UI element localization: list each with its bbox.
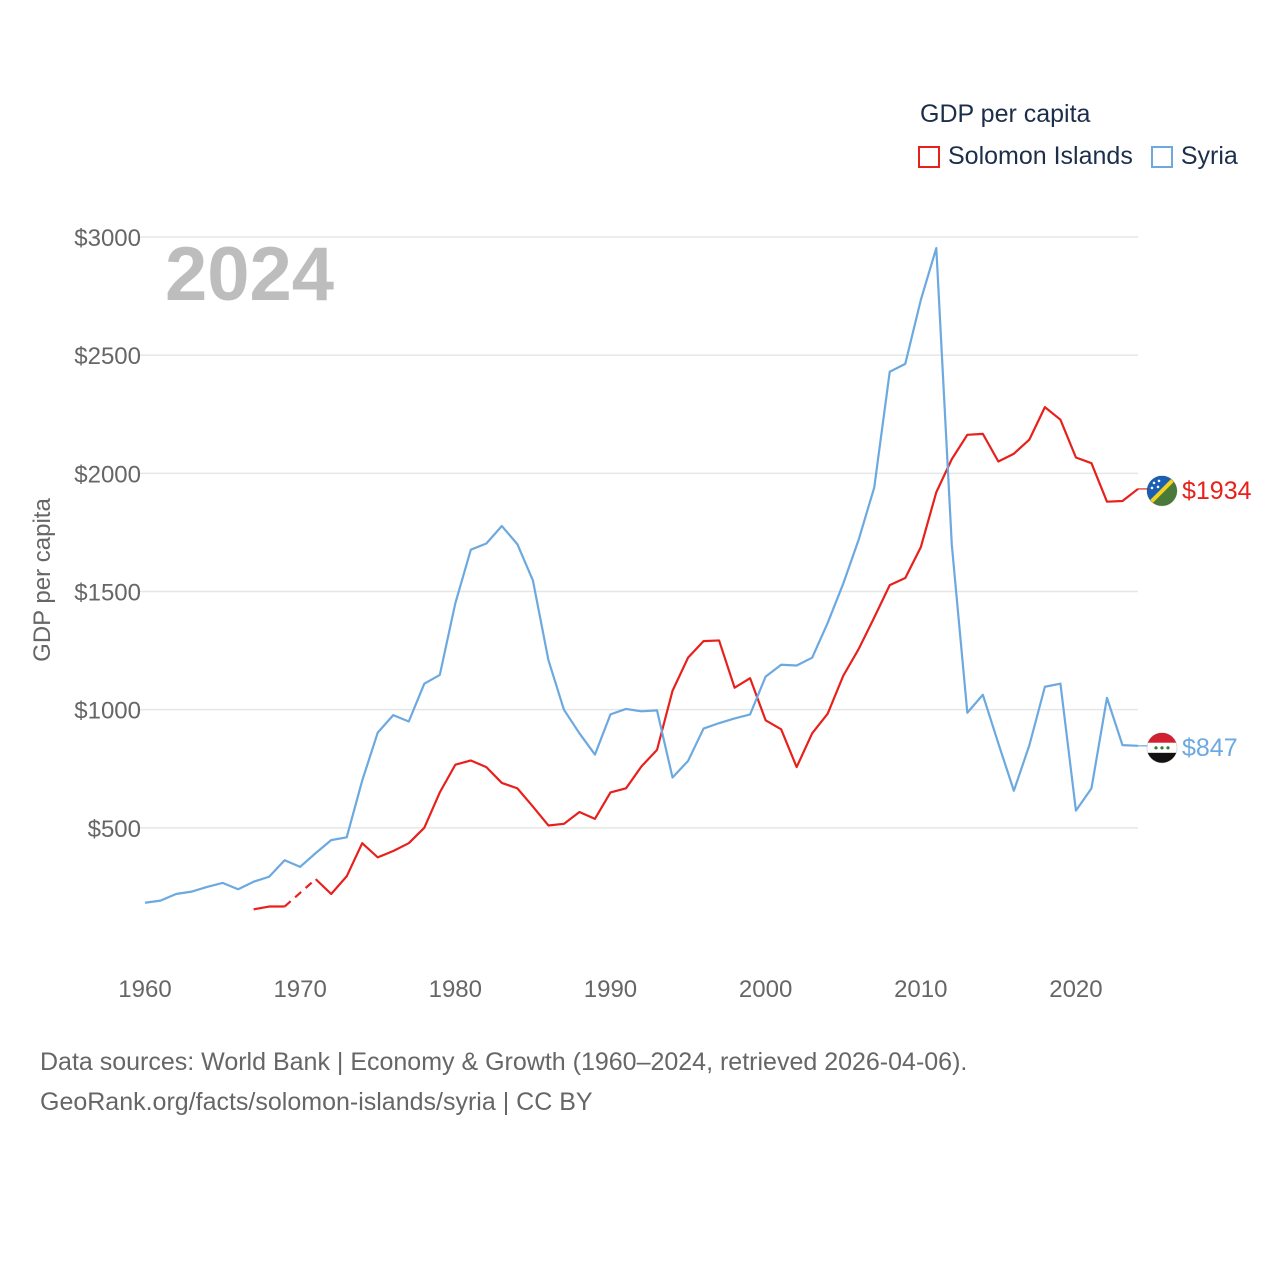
legend-label-syria: Syria [1180,142,1238,170]
x-axis-ticks: 1960 1970 1980 1990 2000 2010 2020 [118,976,1102,1003]
series-gap-solomon-islands [283,878,317,908]
y-tick-label: $2000 [74,461,141,488]
legend-item-solomon-islands[interactable]: Solomon Islands [918,142,1133,171]
x-tick-label: 1970 [273,976,326,1003]
legend-label-solomon-islands: Solomon Islands [948,142,1133,170]
legend-item-syria[interactable]: Syria [1150,142,1238,171]
x-tick-label: 1960 [118,976,171,1003]
series-line-syria [144,247,1139,904]
y-axis-title: GDP per capita [29,498,56,662]
syria-flag-icon [1146,732,1178,764]
gridlines [140,236,1138,829]
y-tick-label: $500 [88,816,141,843]
legend-title: GDP per capita [920,100,1091,128]
x-tick-label: 1990 [584,976,637,1003]
y-tick-label: $1500 [74,580,141,607]
y-tick-label: $3000 [74,225,141,252]
x-tick-label: 1980 [429,976,482,1003]
series-lines [144,247,1139,911]
x-tick-label: 2010 [894,976,947,1003]
series-end-markers: $1934 $847 [1138,475,1252,764]
y-tick-label: $2500 [74,343,141,370]
y-tick-label: $1000 [74,698,141,725]
y-axis-ticks: $500 $1000 $1500 $2000 $2500 $3000 [74,225,141,843]
footer-link[interactable]: GeoRank.org/facts/solomon-islands/syria … [40,1088,593,1116]
solomon-islands-flag-icon [1146,475,1178,507]
footer: Data sources: World Bank | Economy & Gro… [40,1042,967,1122]
legend-swatch-solomon-islands [918,145,940,168]
legend-swatch-syria [1150,145,1173,168]
x-tick-label: 2020 [1049,976,1102,1003]
x-tick-label: 2000 [739,976,792,1003]
series-line-solomon-islands [253,905,285,911]
year-watermark: 2024 [165,232,334,317]
series-line-solomon-islands-1 [314,406,1139,896]
end-label-syria: $847 [1182,734,1238,762]
footer-sources: Data sources: World Bank | Economy & Gro… [40,1048,968,1076]
legend: Solomon Islands Syria [918,142,1256,171]
end-label-solomon-islands: $1934 [1182,477,1252,505]
